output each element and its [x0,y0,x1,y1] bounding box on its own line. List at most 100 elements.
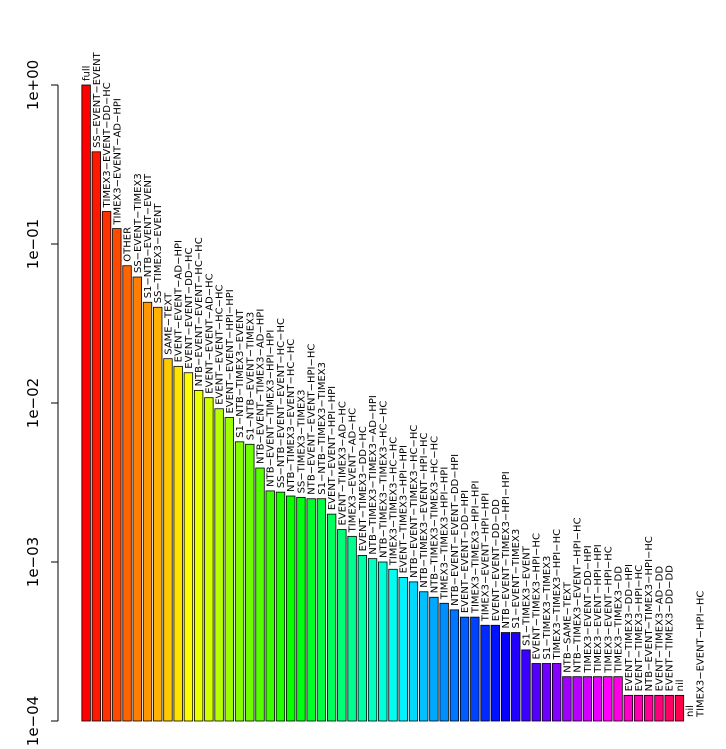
bar [582,676,593,722]
bar [419,591,429,722]
bar-label: EVENT−TIMEX3−DD−HPI [624,564,635,691]
bar-label: NTB−TIMEX3−EVENT−HC−HC [286,339,297,492]
bar-label: EVENT−EVENT−HC−HC [215,284,226,404]
bar [664,694,674,722]
bar-label: TIMEX3−EVENT−AD−HPI [112,98,123,225]
bar-label: EVENT−EVENT−DD−DD [491,499,502,621]
bar [224,417,234,722]
bar-label: TIMEX3−EVENT−HPI−HPI [593,544,604,673]
bar-label: S1−NTB−EVENT−TIMEX3 [245,312,256,441]
bar [592,676,603,722]
bar-label: SS−EVENT−TIMEX3 [133,173,144,273]
bar-label: NTB−EVENT−EVENT−DD−HPI [450,454,461,606]
bar [214,408,224,722]
bar [429,596,439,722]
bar-label: EVENT−TIMEX3−AD−HC [337,401,348,525]
bar-label: TIMEX3−EVENT−HPI−HC [603,546,614,673]
bar-label: TIMEX3−TIMEX3−HPI−HC [552,529,563,661]
bar-label: S1−NTB−EVENT−EVENT [143,173,154,298]
bar [163,358,173,722]
bar [521,649,531,722]
bar [562,676,572,722]
bar-label: NTB−EVENT−TIMEX3−HPI−HC [644,536,655,691]
bar-label: NTB−TIMEX3−TIMEX3−HC−HC [378,401,389,558]
bar-label: TIMEX3−TIMEX3−HPI−HPI [440,467,451,601]
y-tick-label: 1e−03 [24,537,42,587]
bar [193,390,204,722]
bar [531,663,541,722]
bar-label: NTB−EVENT−TIMEX3−HPI−HPI [501,471,512,628]
y-axis: 1e−04 1e−03 1e−02 1e−01 1e+00 [24,60,59,746]
bar-label: NTB−TIMEX3−TIMEX3−AD−HPI [368,395,379,554]
bar [603,676,613,722]
bar [398,577,408,722]
bar [541,663,552,722]
bar-label: NTB−EVENT−TIMEX3−AD−HPI [256,309,267,464]
bar [326,513,337,722]
bar-label: EVENT−EVENT−DD−HPI [460,490,471,613]
bar-label: EVENT−EVENT−DD−HC [184,248,195,369]
bar [470,616,480,722]
bar-label: TIMEX3−TIMEX3−HC−HC [389,437,400,567]
bar-label: NTB−EVENT−TIMEX3−HC−HC [409,425,420,578]
bar-label: NTB−TIMEX3−EVENT−HPI−HC [419,432,430,587]
bar-label: EVENT−TIMEX3−AD−DD [654,566,665,692]
bar-label: EVENT−TIMEX3−DD−HC [358,426,369,551]
bar-label: SAME−TEXT [163,292,174,355]
bar [122,265,132,722]
bar [234,441,245,722]
bar-label: NTB−EVENT−EVENT−HPI−HC [307,344,318,495]
bar [552,663,562,722]
bar [286,495,296,722]
bar [644,694,654,722]
bar-label: EVENT−EVENT−HPI−HPI [225,289,236,413]
bar-label: EVENT−EVENT−HPI−HPI [327,386,338,510]
bar [91,151,102,722]
bar [255,467,265,722]
bar-label: OTHER [123,227,134,262]
bar [408,581,419,722]
y-tick-label: 1e−01 [24,219,42,269]
bar-label: EVENT−TIMEX3−HPI−HC [532,533,543,659]
bar-label: SS−NTB−EVENT−EVENT−HC−HC [276,318,287,488]
bar [265,490,275,722]
bar [654,694,664,722]
bar [275,491,286,722]
bar [296,496,306,722]
bar-label: NTB−SAME−TEXT [562,581,573,673]
bar [623,694,633,722]
bar-label: TIMEX3−EVENT−HPI−HC [695,591,706,718]
bar-label: nil [675,679,686,691]
bars [81,84,685,722]
bar-label: TIMEX3−EVENT−DD−HC [102,82,113,208]
bar-label: EVENT−TIMEX3−HPI−HC [634,565,645,691]
bar-label: EVENT−TIMEX3−DD−DD [665,565,676,692]
bar [316,498,327,722]
bar-label: full [82,66,93,81]
y-tick-label: 1e+00 [24,60,42,110]
bar [633,694,644,722]
bar [347,535,357,722]
bar [490,624,500,722]
bar [173,365,183,722]
bar [449,609,460,722]
bar-label: EVENT−EVENT−AD−HC [204,273,215,393]
bar-label: SS−EVENT−EVENT [92,51,103,147]
bar [459,616,470,722]
bar-labels: full SS−EVENT−EVENT TIMEX3−EVENT−DD−HC TIME… [82,51,707,718]
bar-label: NTB−TIMEX3−TIMEX3−HC−HC [429,436,440,593]
bar [306,498,316,722]
bar [357,555,367,722]
y-tick-label: 1e−04 [24,696,42,746]
bar [480,624,490,722]
bar-label: SS−TIMEX3−EVENT [153,203,164,304]
bar-label: EVENT−TIMEX3−HPI−HPI [399,445,410,573]
y-tick-label: 1e−02 [24,378,42,428]
bar [112,228,122,722]
bar [101,211,112,722]
bar-label: NTB−EVENT−EVENT−HC−HC [194,237,205,386]
bar [367,558,378,722]
bar-label: TIMEX3−TIMEX3−HPI−HPI [470,481,481,615]
bar-label: S1−EVENT−TIMEX3 [511,529,522,629]
